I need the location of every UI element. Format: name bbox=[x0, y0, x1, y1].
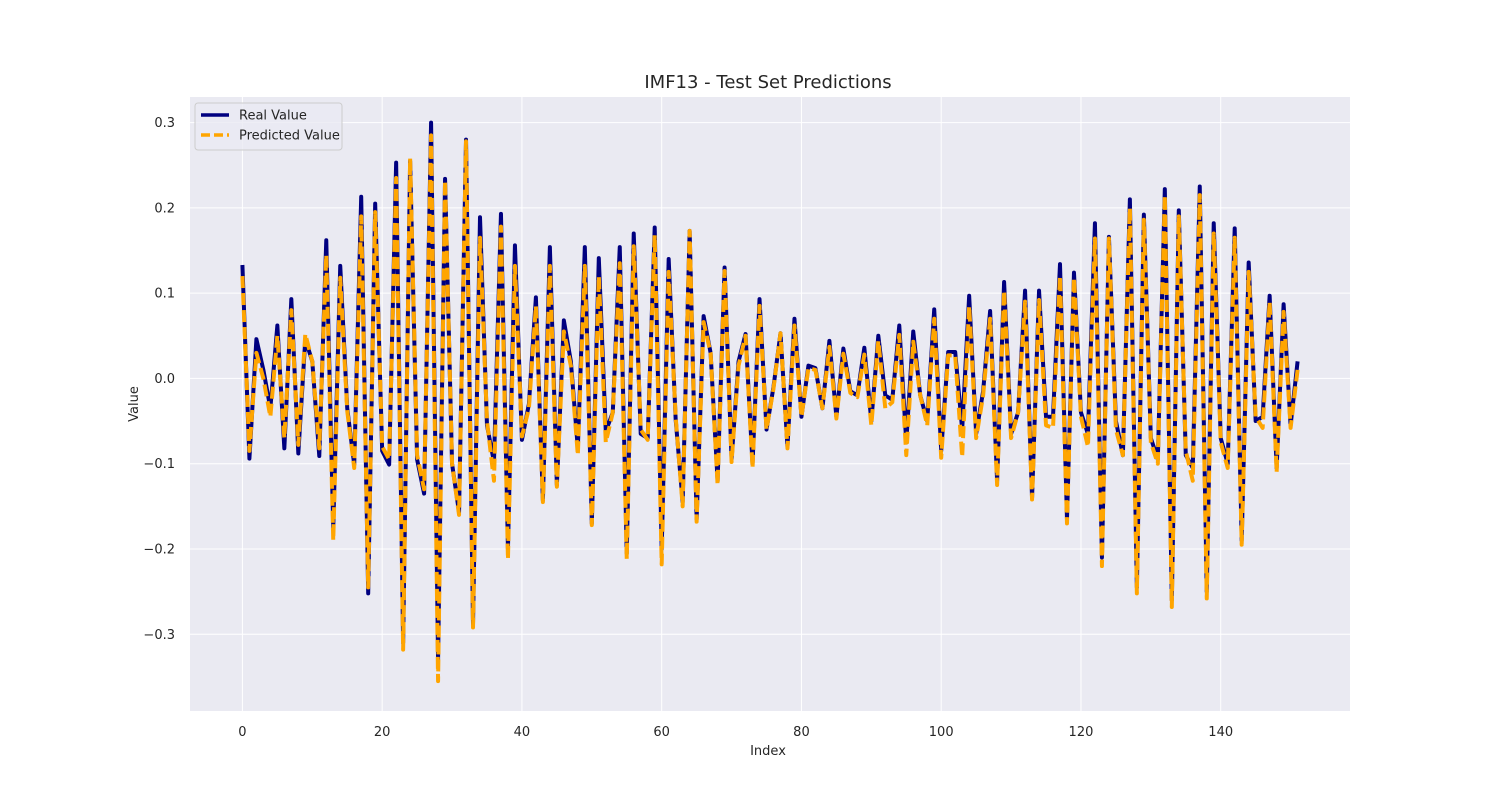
x-tick-label: 140 bbox=[1208, 725, 1233, 740]
x-tick-label: 120 bbox=[1069, 725, 1094, 740]
y-tick-label: −0.3 bbox=[143, 628, 175, 643]
x-axis-ticks: 0 20 40 60 80 100 120 140 bbox=[238, 725, 1233, 740]
y-tick-label: 0.2 bbox=[154, 201, 175, 216]
x-tick-label: 80 bbox=[793, 725, 810, 740]
legend-real-value-label: Real Value bbox=[239, 109, 307, 124]
x-axis-label: Index bbox=[750, 744, 786, 759]
chart-title: IMF13 - Test Set Predictions bbox=[644, 72, 891, 93]
series-layer bbox=[240, 120, 1300, 684]
x-tick-label: 0 bbox=[238, 725, 246, 740]
y-tick-label: −0.2 bbox=[143, 542, 175, 557]
x-tick-label: 20 bbox=[374, 725, 391, 740]
predicted-value-line bbox=[240, 133, 1300, 684]
x-tick-label: 100 bbox=[929, 725, 954, 740]
y-axis-label: Value bbox=[127, 386, 142, 422]
legend-box bbox=[194, 102, 343, 151]
legend-predicted-value-label: Predicted Value bbox=[239, 129, 340, 144]
y-axis-ticks: −0.3 −0.2 −0.1 0.0 0.1 0.2 0.3 bbox=[143, 116, 175, 643]
y-tick-label: 0.0 bbox=[154, 372, 175, 387]
x-tick-label: 60 bbox=[653, 725, 670, 740]
y-tick-label: 0.1 bbox=[154, 287, 175, 302]
legend: Real Value Predicted Value bbox=[194, 102, 343, 151]
y-tick-label: −0.1 bbox=[143, 457, 175, 472]
y-tick-label: 0.3 bbox=[154, 116, 175, 131]
x-tick-label: 40 bbox=[514, 725, 531, 740]
